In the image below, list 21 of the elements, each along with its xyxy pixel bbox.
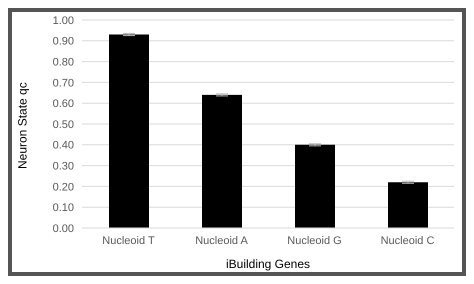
x-tick-label: Nucleoid A [195,234,248,247]
x-tick-label: Nucleoid G [287,234,342,247]
y-tick-label: 0.50 [52,118,74,131]
bar [109,34,149,228]
y-tick-label: 0.90 [52,36,74,48]
x-axis-title: iBuilding Genes [226,257,310,271]
y-tick-label: 0.30 [52,160,74,173]
y-tick-label: 1.00 [52,14,74,27]
y-tick-label: 0.70 [52,77,74,90]
bar [295,144,335,228]
bar [202,94,242,228]
y-tick-label: 0.20 [52,181,74,194]
y-tick-label: 0.10 [52,202,74,214]
y-tick-label: 0.00 [52,222,74,235]
y-tick-label: 0.80 [52,56,74,69]
y-tick-label: 0.40 [52,140,74,152]
x-tick-label: Nucleoid T [102,234,155,247]
y-axis-title: Neuron State qc [15,82,30,169]
x-tick-label: Nucleoid C [380,234,434,247]
bar [388,182,428,228]
y-tick-label: 0.60 [52,98,74,110]
